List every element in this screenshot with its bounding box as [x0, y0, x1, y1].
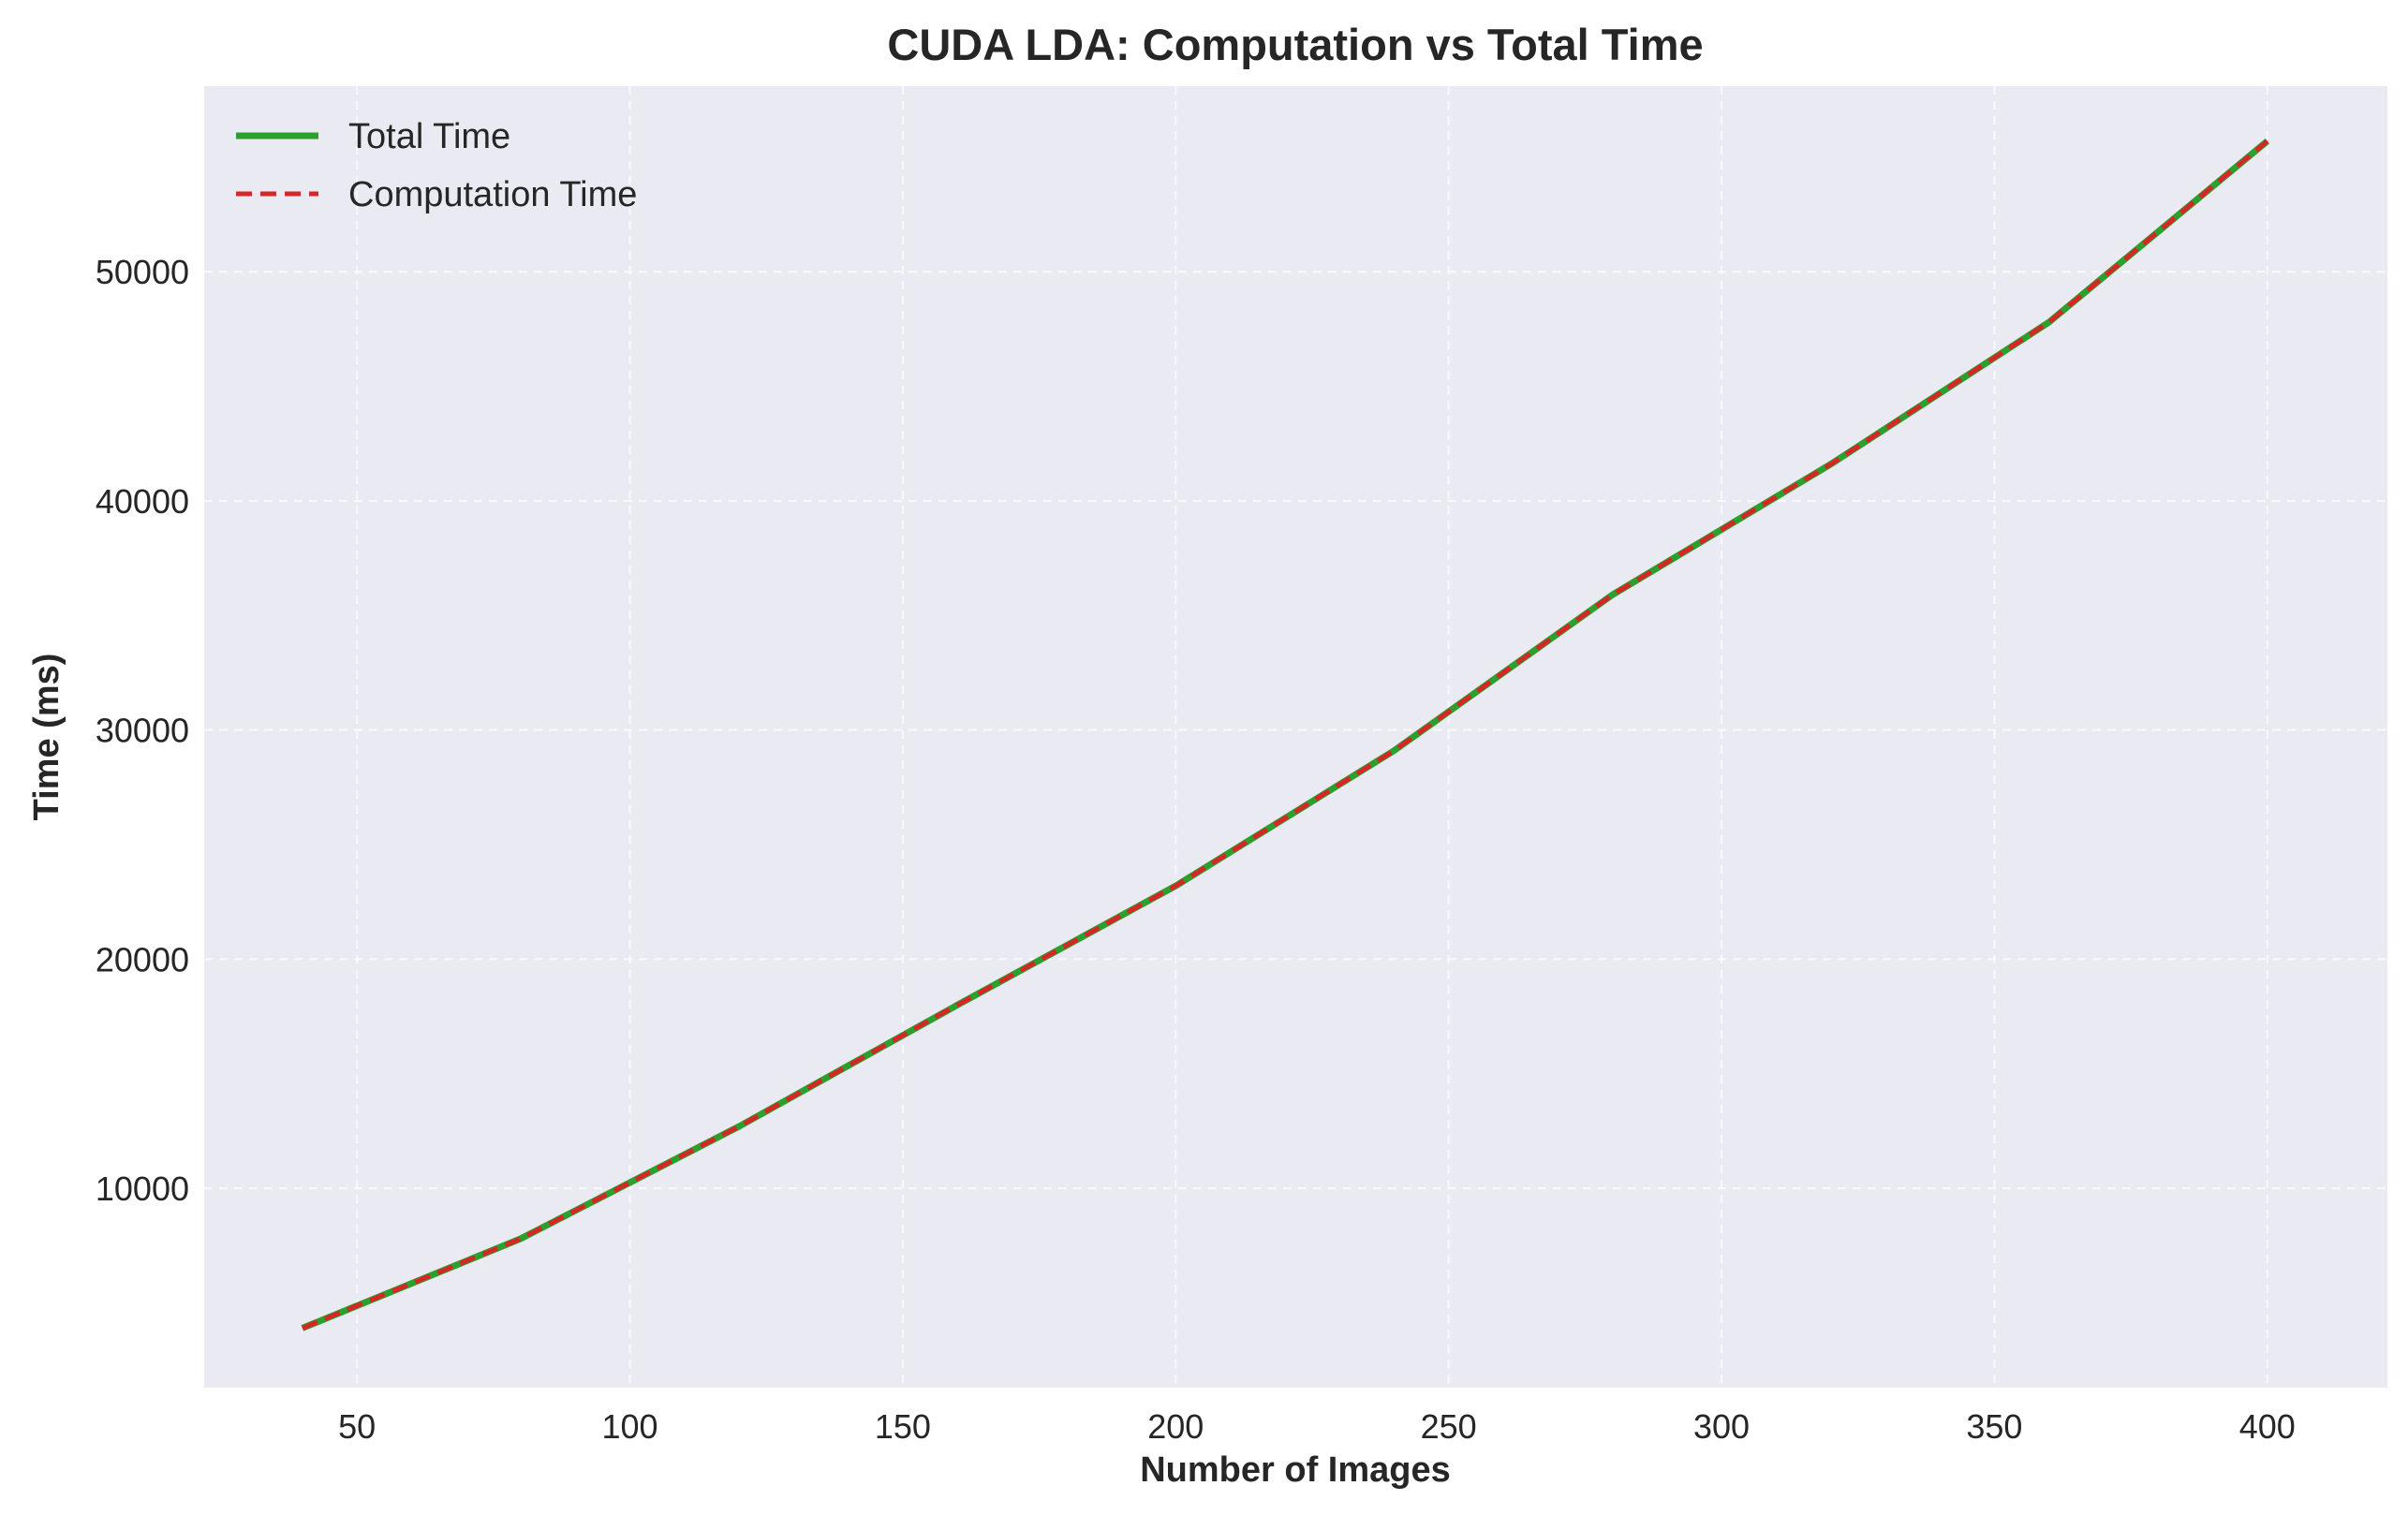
- x-axis-title: Number of Images: [1140, 1450, 1451, 1490]
- x-tick-label: 100: [602, 1407, 658, 1446]
- x-tick-label: 300: [1693, 1407, 1750, 1446]
- y-tick-label: 50000: [96, 253, 189, 291]
- x-tick-label: 50: [338, 1407, 376, 1446]
- y-tick-label: 40000: [96, 482, 189, 521]
- y-tick-label: 10000: [96, 1169, 189, 1208]
- x-tick-label: 400: [2239, 1407, 2296, 1446]
- x-tick-label: 200: [1147, 1407, 1204, 1446]
- x-tick-label: 350: [1966, 1407, 2022, 1446]
- y-axis-title: Time (ms): [27, 654, 66, 821]
- series-lines: [301, 139, 2270, 1331]
- x-tick-label: 150: [875, 1407, 931, 1446]
- tick-labels: 50 100 150 200 250 300 350 400 10000 20000 30000 40…: [96, 253, 2296, 1446]
- x-tick-label: 250: [1421, 1407, 1477, 1446]
- y-tick-label: 20000: [96, 940, 189, 978]
- plot-area: [204, 86, 2387, 1388]
- legend-label-total-time: Total Time: [348, 117, 510, 156]
- series-line-computation-time: [301, 139, 2269, 1331]
- chart-title: CUDA LDA: Computation vs Total Time: [887, 20, 1703, 69]
- y-tick-label: 30000: [96, 712, 189, 750]
- legend: Total Time Computation Time: [236, 117, 637, 214]
- grid: [204, 86, 2387, 1388]
- legend-label-computation-time: Computation Time: [348, 175, 637, 214]
